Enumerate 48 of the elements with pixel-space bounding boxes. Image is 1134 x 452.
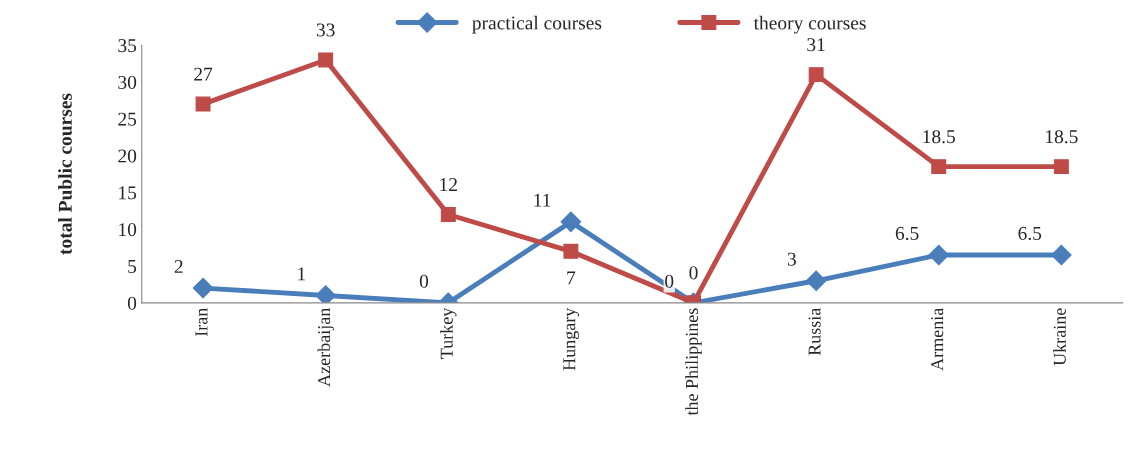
y-tick-label: 25: [118, 112, 137, 126]
point: [560, 211, 582, 233]
point: [1051, 244, 1072, 266]
y-tick-label: 30: [118, 75, 137, 89]
x-tick-label: Russia: [808, 307, 821, 356]
x-tick-label: Armenia: [931, 307, 944, 371]
data-label: 7: [567, 271, 576, 285]
point: [563, 243, 579, 259]
x-tick-label: Ukraine: [1053, 308, 1066, 366]
data-label: 1: [298, 267, 306, 281]
y-tick-label: 10: [119, 223, 137, 237]
y-tick-label: 35: [118, 39, 137, 53]
point: [192, 277, 214, 299]
data-label: 12: [440, 178, 457, 191]
data-label: 3: [787, 252, 796, 266]
point: [318, 52, 334, 68]
y-tick-label: 20: [118, 149, 137, 163]
x-tick-label: Azerbaijan: [317, 307, 334, 387]
x-tick-label: Turkey: [440, 307, 457, 359]
point: [928, 244, 950, 266]
point: [195, 96, 211, 112]
data-label: 27: [194, 67, 213, 81]
data-label: 18.5: [923, 130, 955, 144]
data-label: 11: [534, 193, 551, 207]
x-tick-label: Iran: [195, 307, 208, 337]
legend-label: practical courses: [472, 15, 602, 34]
data-label: 0: [665, 274, 674, 288]
data-label: 18.5: [1046, 130, 1078, 144]
y-axis-title: total Public courses: [58, 93, 72, 255]
y-tick-label: 0: [127, 296, 137, 310]
point: [1053, 159, 1069, 175]
point: [805, 270, 827, 292]
x-tick-label: Hungary: [563, 307, 580, 371]
data-label: 6.5: [1018, 226, 1042, 241]
point: [315, 285, 337, 303]
data-label: 2: [174, 259, 183, 273]
point: [808, 67, 824, 83]
data-label: 0: [419, 274, 429, 288]
data-label: 6.5: [895, 226, 919, 241]
y-tick-label: 15: [119, 186, 137, 200]
data-label: 0: [689, 266, 698, 280]
point: [440, 207, 456, 222]
legend-label: theory courses: [753, 15, 866, 34]
y-tick-label: 5: [128, 260, 137, 273]
data-label: 33: [316, 23, 335, 37]
x-tick-label: the Philippines: [685, 308, 702, 416]
point: [931, 159, 947, 175]
data-label: 31: [807, 38, 825, 52]
